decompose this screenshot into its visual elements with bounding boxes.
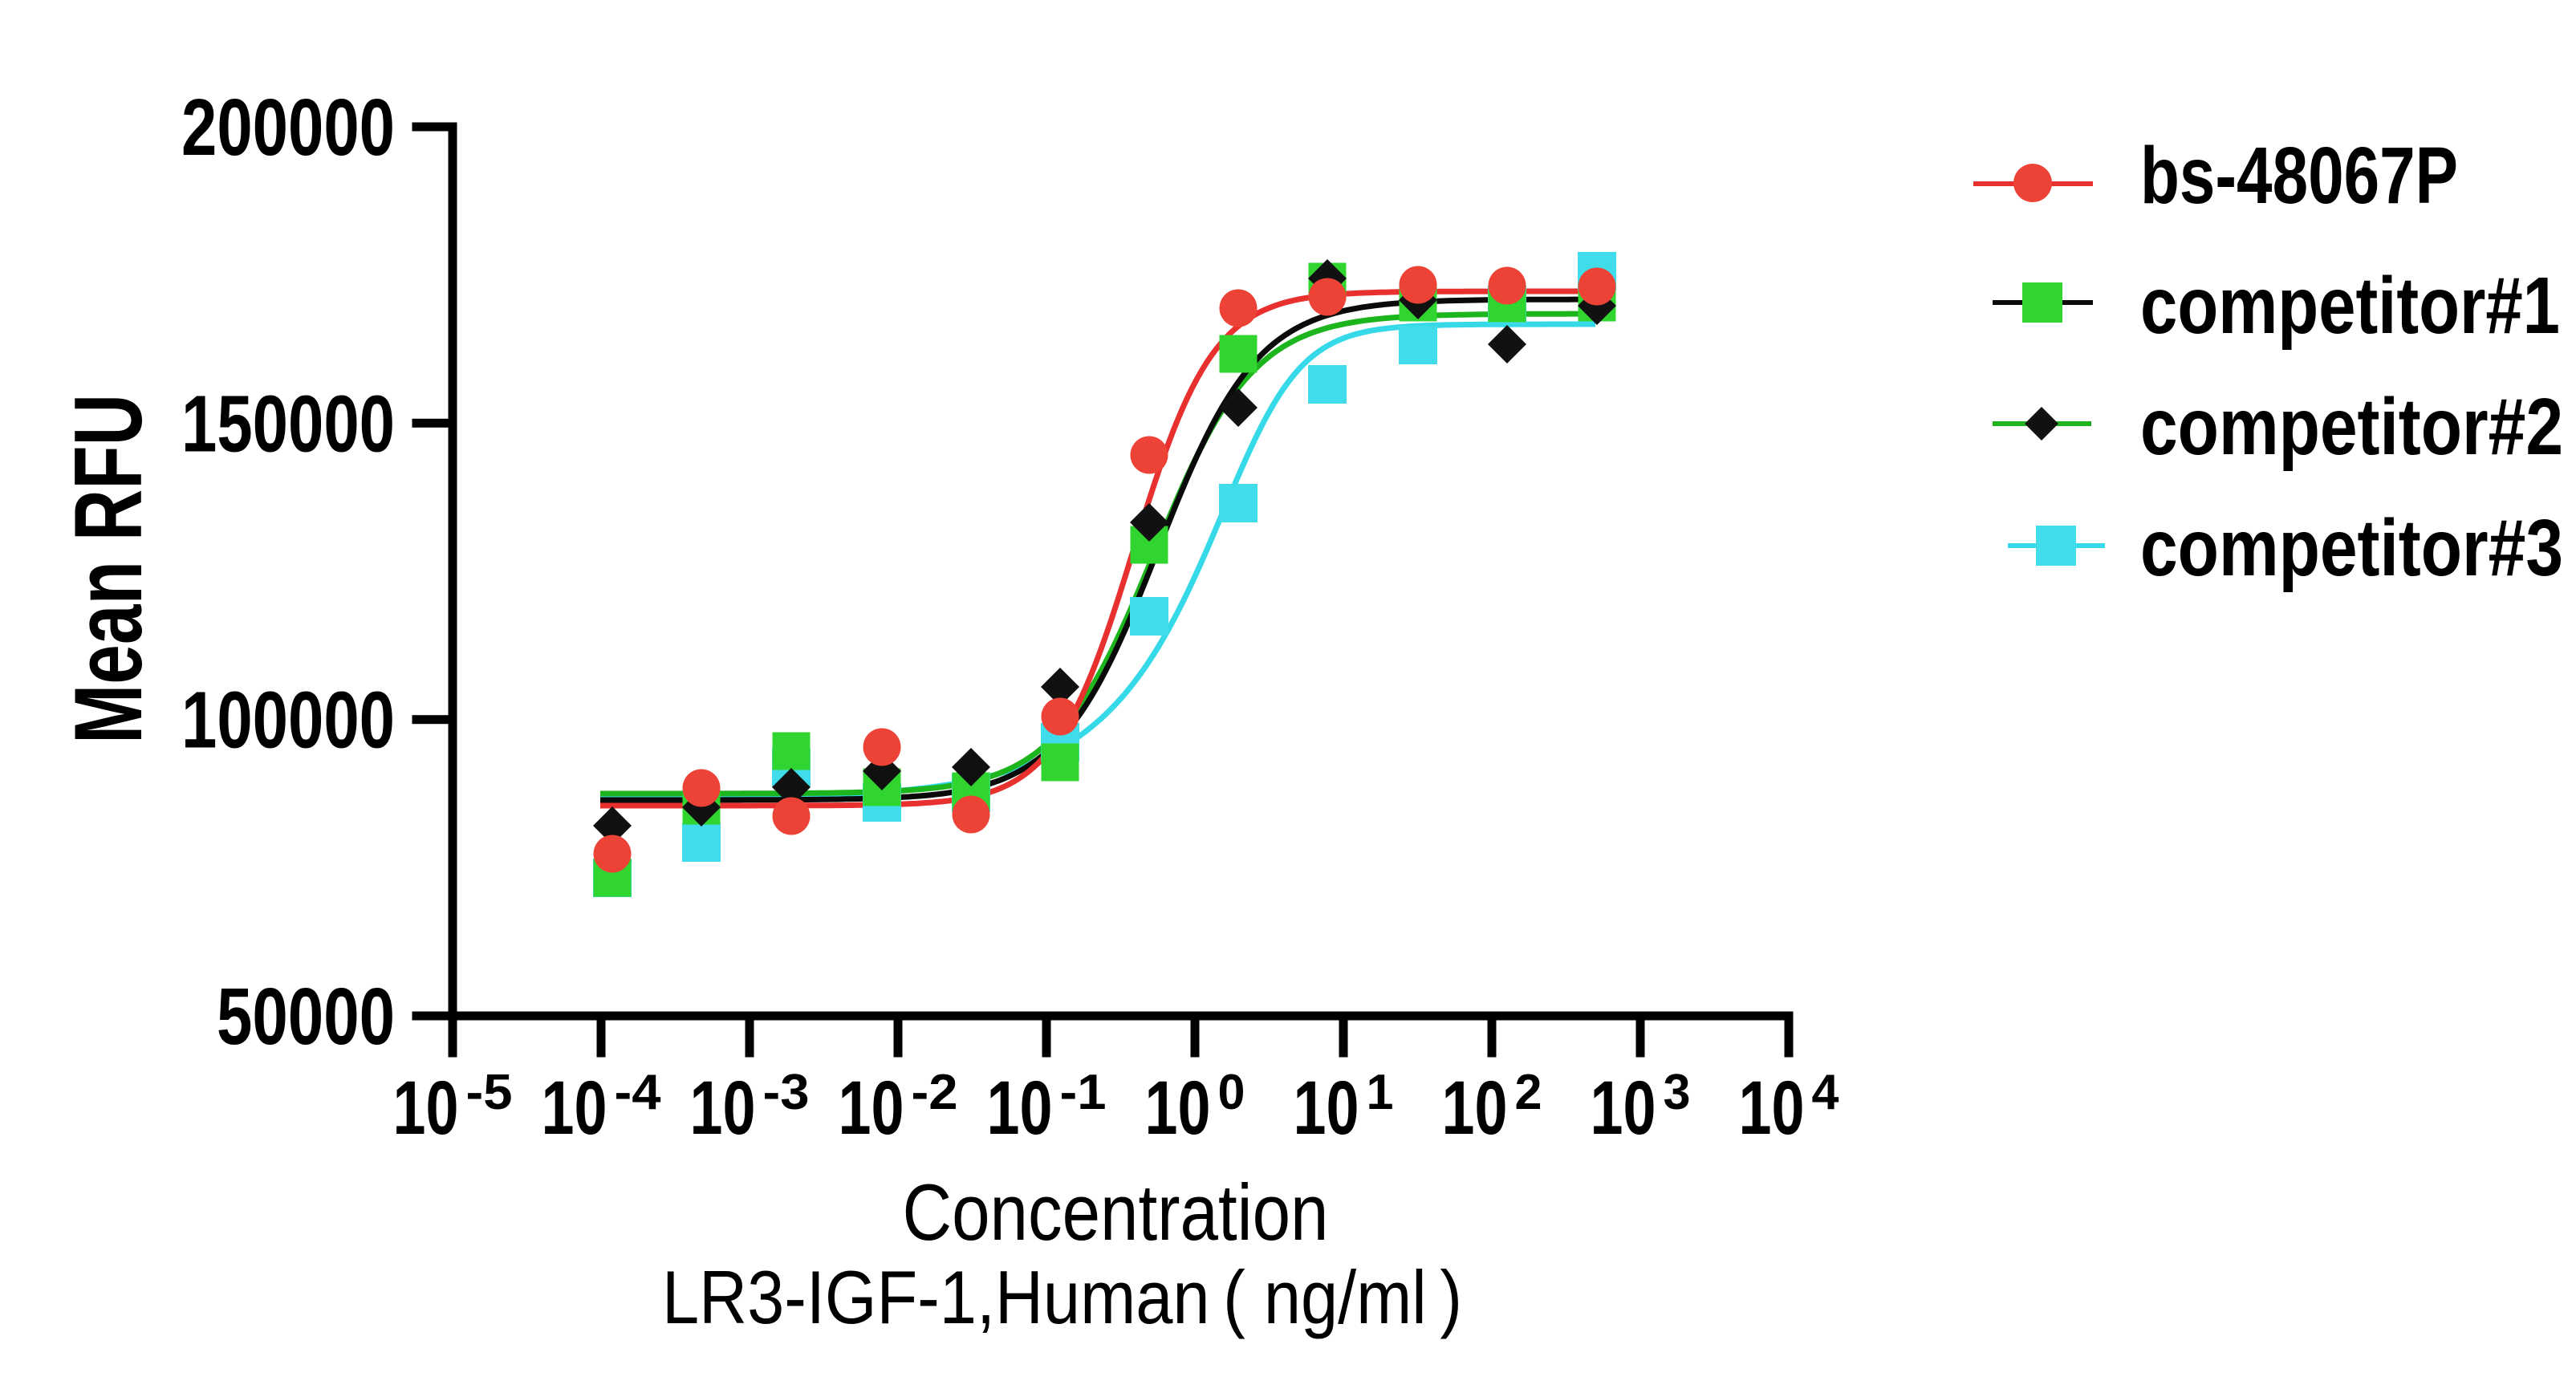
svg-text:10: 10: [839, 1066, 904, 1151]
svg-text:competitor#1: competitor#1: [2140, 261, 2560, 351]
svg-text:50000: 50000: [217, 972, 395, 1062]
svg-text:10: 10: [1442, 1066, 1508, 1151]
svg-text:10: 10: [1294, 1066, 1359, 1151]
svg-text:-1: -1: [1060, 1065, 1107, 1120]
svg-text:2: 2: [1515, 1065, 1542, 1120]
svg-text:competitor#2: competitor#2: [2140, 382, 2563, 472]
svg-text:LR3-IGF-1,Human ( ng/ml ): LR3-IGF-1,Human ( ng/ml ): [662, 1255, 1462, 1339]
svg-text:-5: -5: [466, 1065, 513, 1120]
svg-text:-2: -2: [912, 1065, 958, 1120]
svg-text:10: 10: [987, 1066, 1053, 1151]
svg-text:10: 10: [393, 1066, 459, 1151]
svg-text:150000: 150000: [181, 379, 395, 469]
svg-text:1: 1: [1367, 1065, 1394, 1120]
svg-text:10: 10: [1591, 1066, 1656, 1151]
svg-text:4: 4: [1812, 1065, 1840, 1120]
svg-text:10: 10: [542, 1066, 607, 1151]
svg-text:Mean RFU: Mean RFU: [55, 394, 162, 744]
svg-text:bs-48067P: bs-48067P: [2140, 131, 2458, 221]
svg-text:100000: 100000: [181, 676, 395, 766]
svg-text:competitor#3: competitor#3: [2140, 503, 2563, 593]
svg-text:Concentration: Concentration: [903, 1168, 1329, 1257]
svg-text:-3: -3: [763, 1065, 810, 1120]
svg-text:10: 10: [690, 1066, 756, 1151]
svg-text:10: 10: [1145, 1066, 1211, 1151]
svg-text:-4: -4: [615, 1065, 662, 1120]
svg-text:10: 10: [1739, 1066, 1805, 1151]
svg-text:3: 3: [1664, 1065, 1691, 1120]
svg-text:200000: 200000: [181, 83, 395, 173]
svg-text:0: 0: [1218, 1065, 1245, 1120]
